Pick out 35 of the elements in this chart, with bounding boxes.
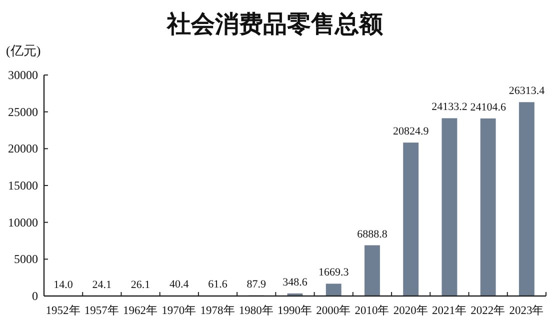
text: 24.1 bbox=[92, 278, 112, 291]
y-tick-label: 10000 bbox=[8, 215, 38, 230]
text: 348.6 bbox=[282, 276, 308, 288]
x-tick-label: 1980年 bbox=[238, 304, 274, 317]
x-tick-label: 1990年 bbox=[278, 304, 312, 317]
y-tick-label: 20000 bbox=[8, 142, 38, 156]
text: 87.9 bbox=[246, 278, 266, 290]
y-tick-label: 5000 bbox=[14, 252, 38, 266]
y-tick-label: 0 bbox=[32, 289, 38, 303]
x-tick-label: 2022年 bbox=[470, 304, 506, 317]
y-tick-label: 25000 bbox=[8, 104, 38, 119]
chart-title: 社会消费品零售总额 bbox=[166, 11, 384, 38]
text: 26313.4 bbox=[508, 85, 545, 98]
text: 20824.9 bbox=[392, 126, 429, 138]
x-tick-label: 1957年 bbox=[84, 304, 120, 317]
x-tick-label: 1962年 bbox=[123, 304, 158, 317]
y-tick-label: 30000 bbox=[8, 68, 38, 82]
text: 24104.6 bbox=[470, 101, 506, 114]
text: 1669.3 bbox=[318, 266, 349, 279]
x-tick-label: 1970年 bbox=[162, 304, 197, 317]
text: 24133.2 bbox=[432, 101, 468, 114]
text: 40.4 bbox=[170, 278, 189, 291]
text: 14.0 bbox=[54, 278, 73, 291]
text: 6888.8 bbox=[357, 228, 388, 240]
x-tick-label: 2021年 bbox=[432, 304, 467, 317]
x-tick-label: 1978年 bbox=[200, 304, 236, 317]
x-tick-label: 2000年 bbox=[316, 304, 352, 317]
y-tick-label: 15000 bbox=[8, 178, 38, 192]
text: 61.6 bbox=[208, 278, 228, 291]
x-tick-label: 2020年 bbox=[393, 304, 428, 317]
text: 26.1 bbox=[130, 278, 150, 291]
y-axis-title: (亿元) bbox=[6, 43, 41, 58]
x-tick-label: 2023年 bbox=[509, 304, 544, 317]
x-tick-label: 1952年 bbox=[46, 304, 81, 317]
x-tick-label: 2010年 bbox=[354, 304, 390, 317]
